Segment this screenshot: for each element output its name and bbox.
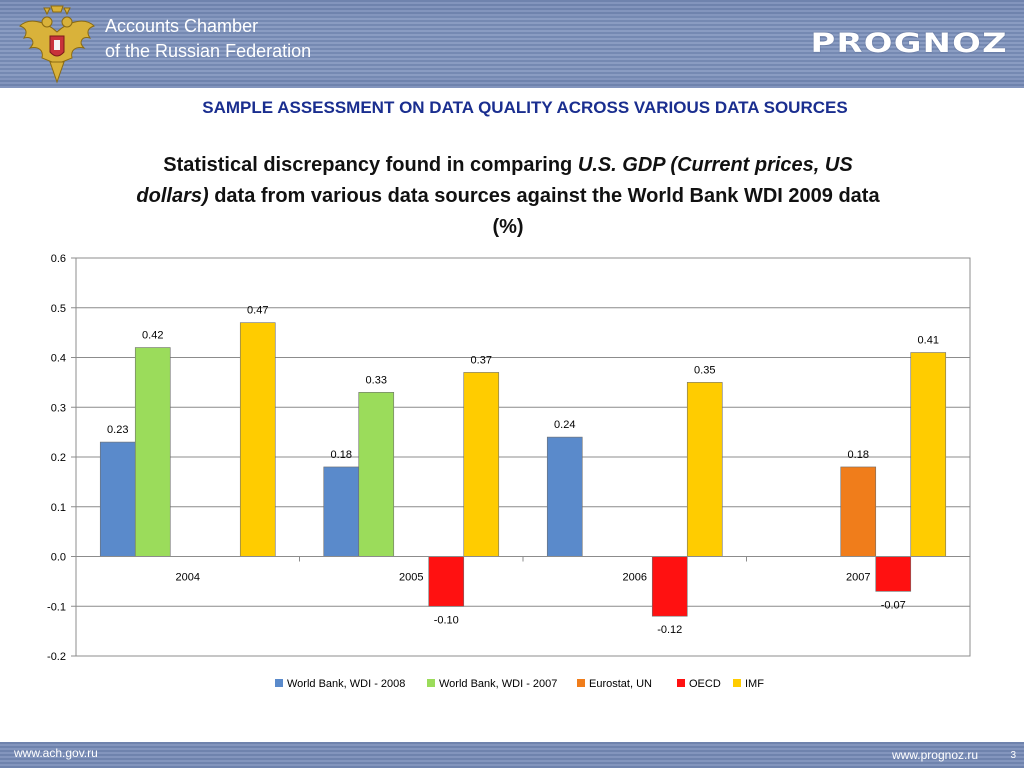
legend-swatch xyxy=(733,679,741,687)
data-label: 0.33 xyxy=(366,374,387,386)
data-label: 0.35 xyxy=(694,364,715,376)
prognoz-logo: PROGNOZ xyxy=(810,28,1008,59)
data-label: 0.18 xyxy=(331,449,352,461)
bar xyxy=(428,556,465,607)
data-label: 0.41 xyxy=(918,335,939,347)
header-inner-band xyxy=(0,16,1024,78)
data-label: 0.42 xyxy=(142,330,163,342)
bar xyxy=(358,392,395,557)
legend-label: World Bank, WDI - 2008 xyxy=(287,678,405,690)
header-band xyxy=(0,0,1024,88)
data-label: -0.12 xyxy=(657,624,682,636)
footer-right-url[interactable]: www.prognoz.ru xyxy=(891,748,978,762)
y-tick-label: 0.6 xyxy=(51,253,66,265)
data-label: 0.47 xyxy=(247,305,268,317)
chart-title-italic: U.S. GDP (Current prices, US dollars) xyxy=(136,154,853,207)
y-tick-label: 0.5 xyxy=(51,303,66,315)
legend-swatch xyxy=(427,679,435,687)
slide-heading: SAMPLE ASSESSMENT ON DATA QUALITY ACROSS… xyxy=(202,98,848,117)
x-tick-label: 2007 xyxy=(846,572,870,584)
y-tick-label: 0.4 xyxy=(51,353,66,365)
data-label: 0.18 xyxy=(848,449,869,461)
bar xyxy=(686,382,723,557)
bar xyxy=(910,352,947,557)
double-headed-eagle-emblem xyxy=(19,5,95,84)
legend-label: OECD xyxy=(689,678,721,690)
bar xyxy=(651,556,688,617)
bar-chart: 0.6 0.5 0.4 0.3 0.2 0.1 0.0 -0.1 -0.2 2004 2005 200… xyxy=(47,253,971,690)
legend-label: World Bank, WDI - 2007 xyxy=(439,678,557,690)
bar xyxy=(134,347,171,557)
y-tick-label: 0.1 xyxy=(51,502,66,514)
legend-swatch xyxy=(577,679,585,687)
footer-left-url[interactable]: www.ach.gov.ru xyxy=(14,746,98,760)
chart-title: Statistical discrepancy found in compari… xyxy=(128,150,888,243)
legend-swatch xyxy=(677,679,685,687)
legend-swatch xyxy=(275,679,283,687)
y-tick-label: 0.3 xyxy=(51,402,66,414)
bar xyxy=(99,441,136,557)
data-label: -0.10 xyxy=(434,614,459,626)
x-tick-label: 2006 xyxy=(623,572,647,584)
organization-name-line2: of the Russian Federation xyxy=(105,41,312,61)
data-label: 0.37 xyxy=(471,354,492,366)
bar xyxy=(463,372,500,557)
x-tick-label: 2005 xyxy=(399,572,423,584)
legend-label: IMF xyxy=(745,678,764,690)
data-label: -0.07 xyxy=(881,599,906,611)
legend-label: Eurostat, UN xyxy=(589,678,652,690)
bar xyxy=(239,322,276,557)
bar xyxy=(323,466,360,557)
footer-band xyxy=(0,742,1024,768)
organization-title: Accounts Chamber of the Russian Federati… xyxy=(105,14,311,64)
data-label: 0.24 xyxy=(554,419,575,431)
data-label: 0.23 xyxy=(107,424,128,436)
page-number: 3 xyxy=(1010,750,1016,761)
chart-title-part1: Statistical discrepancy found in compari… xyxy=(163,154,578,176)
y-tick-label: -0.2 xyxy=(47,651,66,663)
y-tick-label: 0.0 xyxy=(51,552,66,564)
organization-name-line1: Accounts Chamber xyxy=(105,16,259,36)
y-tick-label: 0.2 xyxy=(51,452,66,464)
chart-title-part2: data from various data sources against t… xyxy=(208,185,880,238)
x-tick-label: 2004 xyxy=(176,572,200,584)
bar xyxy=(875,556,912,592)
bar xyxy=(546,436,583,557)
y-tick-label: -0.1 xyxy=(47,601,66,613)
bar xyxy=(840,466,877,557)
